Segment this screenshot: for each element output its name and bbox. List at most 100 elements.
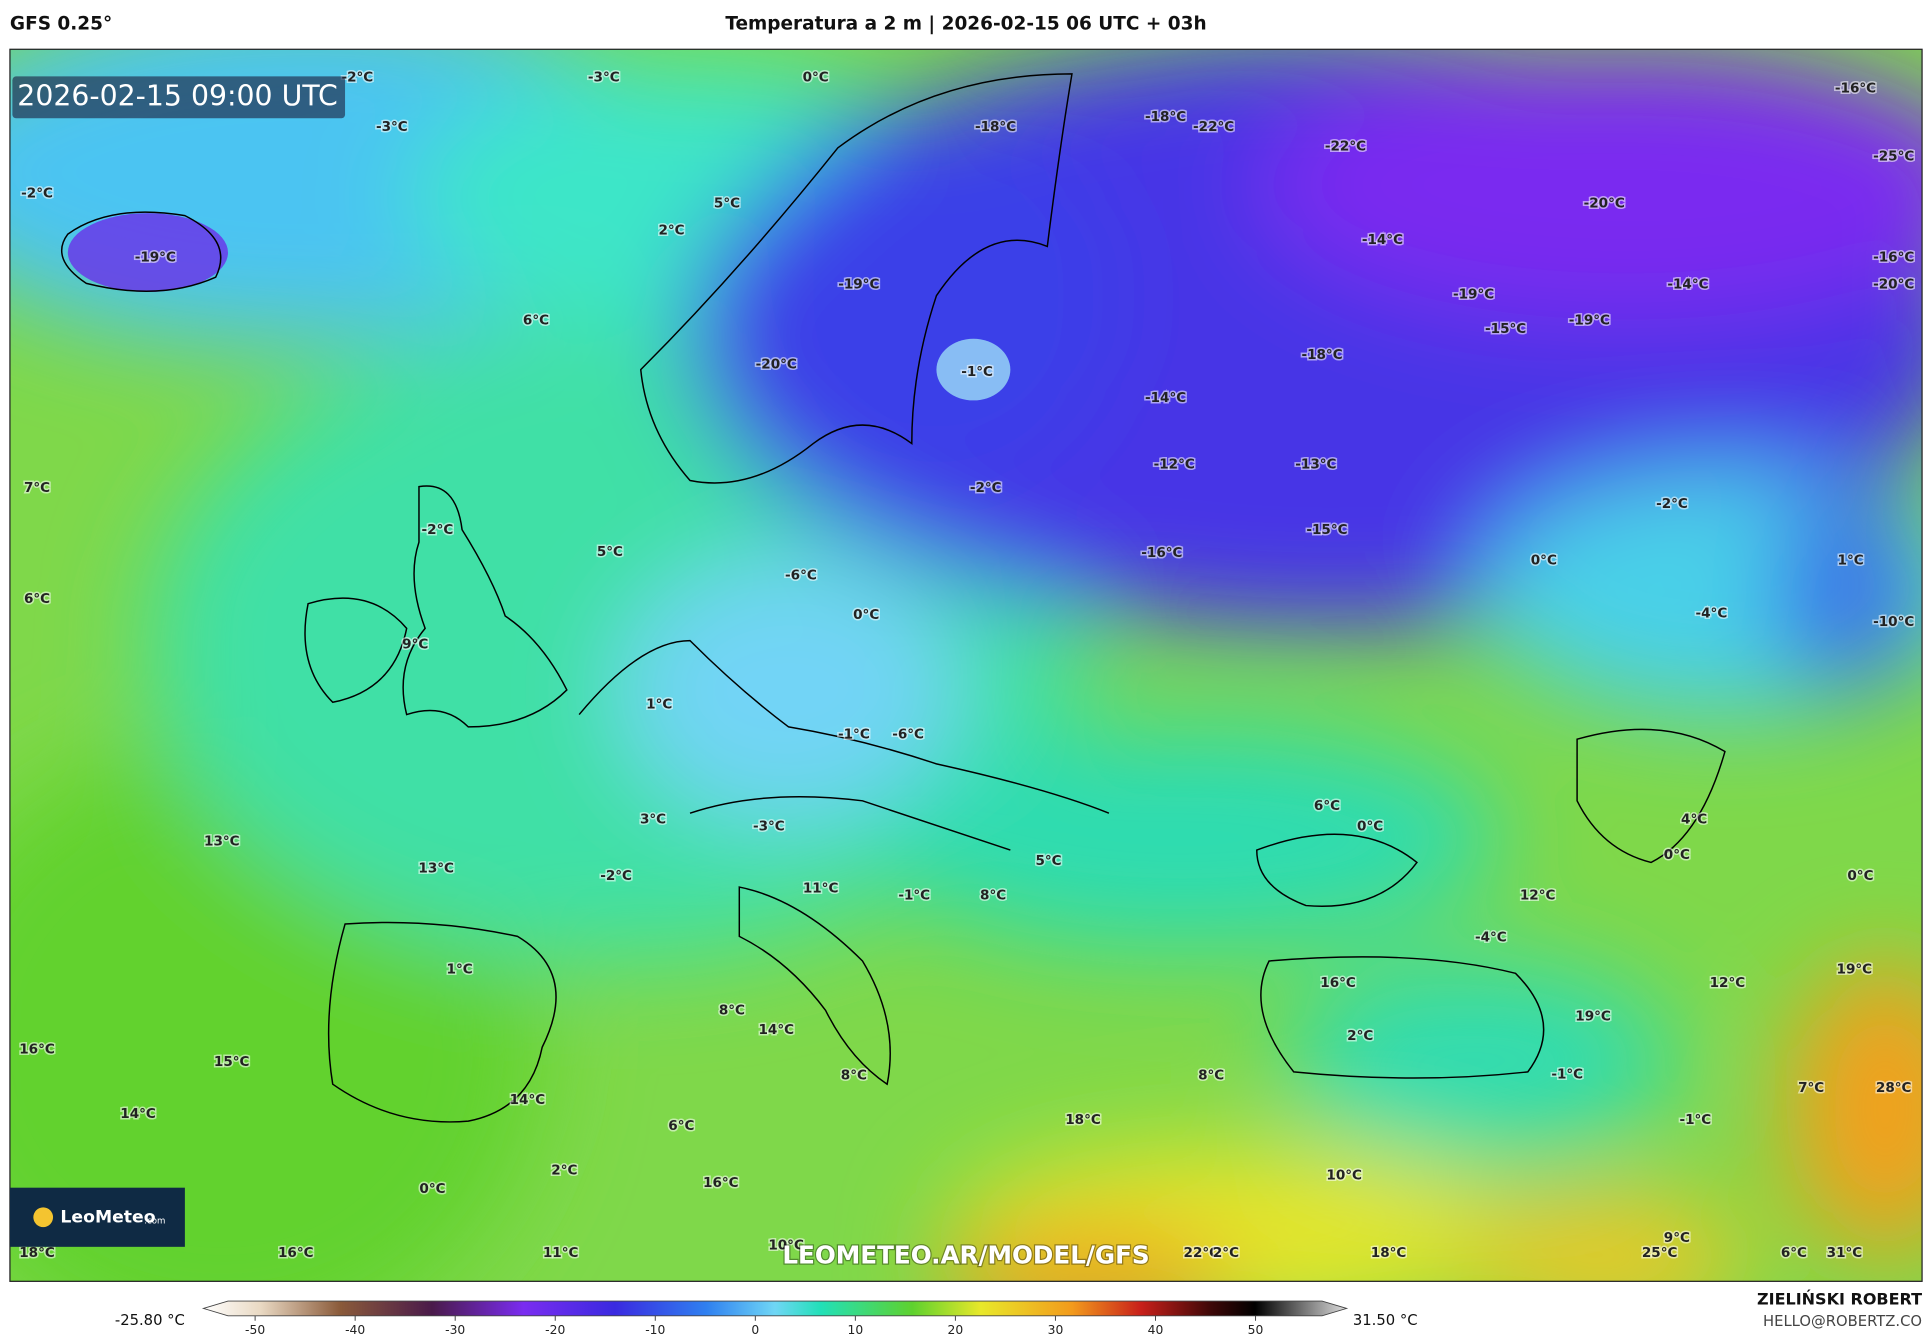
colorbar: -25.80 °C 31.50 °C -50 -40 -30 -20 -10 0 10 20 3… xyxy=(115,1300,1418,1337)
temperature-label: 14°C xyxy=(120,1106,156,1122)
temperature-label: -22°C xyxy=(1325,139,1366,155)
temperature-label: -18°C xyxy=(975,119,1016,135)
temperature-label: -18°C xyxy=(1145,109,1186,125)
temperature-label: 15°C xyxy=(214,1054,250,1070)
temperature-label: 9°C xyxy=(402,636,428,652)
temperature-label: -2°C xyxy=(341,70,373,86)
temperature-label: 18°C xyxy=(1371,1245,1407,1261)
watermark: LEOMETEO.AR/MODEL/GFS xyxy=(782,1241,1149,1270)
temperature-label: 4°C xyxy=(1681,811,1707,827)
temperature-label: -6°C xyxy=(892,726,924,742)
temperature-label: 10°C xyxy=(768,1238,804,1254)
temperature-label: 5°C xyxy=(1035,853,1061,869)
logo-suffix: .com xyxy=(144,1216,165,1226)
temperature-label: -19°C xyxy=(1569,312,1610,328)
temperature-label: 0°C xyxy=(1847,868,1873,884)
temperature-label: -16°C xyxy=(1141,545,1182,561)
temperature-label: 0°C xyxy=(1531,553,1557,569)
temperature-label: -14°C xyxy=(1667,277,1708,293)
temperature-label: 2°C xyxy=(1347,1028,1373,1044)
timestamp: 2026-02-15 09:00 UTC xyxy=(17,79,337,112)
map-title: Temperatura a 2 m | 2026-02-15 06 UTC + … xyxy=(725,14,1206,35)
temperature-label: -2°C xyxy=(970,480,1002,496)
email: HELLO@ROBERTZ.CO xyxy=(1763,1313,1922,1330)
temperature-label: 28°C xyxy=(1876,1080,1912,1096)
temperature-label: -15°C xyxy=(1306,522,1347,538)
temperature-label: 11°C xyxy=(803,880,839,896)
temperature-label: 0°C xyxy=(1357,819,1383,835)
temperature-label: -16°C xyxy=(1835,81,1876,97)
temperature-label: 1°C xyxy=(447,962,473,978)
temperature-label: 2°C xyxy=(658,222,684,238)
temperature-label: -3°C xyxy=(753,819,785,835)
colorbar-tick-label: 40 xyxy=(1148,1323,1164,1337)
temperature-label: -14°C xyxy=(1145,390,1186,406)
temperature-label: -13°C xyxy=(1295,456,1336,472)
temperature-label: 5°C xyxy=(597,544,623,560)
temperature-label: -20°C xyxy=(756,357,797,373)
temperature-label: -16°C xyxy=(1873,249,1914,265)
temperature-label: 3°C xyxy=(640,811,666,827)
temperature-label: 14°C xyxy=(758,1022,794,1038)
temperature-label: 1°C xyxy=(646,697,672,713)
temperature-label: 9°C xyxy=(1664,1230,1690,1246)
temperature-label: 12°C xyxy=(1710,975,1746,991)
temperature-label: 8°C xyxy=(841,1068,867,1084)
temperature-label: 7°C xyxy=(1798,1080,1824,1096)
colorbar-tick-label: -10 xyxy=(645,1323,665,1337)
temperature-label: 13°C xyxy=(204,833,240,849)
logo-sun xyxy=(33,1207,54,1228)
temperature-label: 6°C xyxy=(1781,1245,1807,1261)
temperature-label: -3°C xyxy=(376,119,408,135)
colorbar-tick-label: -30 xyxy=(445,1323,465,1337)
temperature-label: 19°C xyxy=(1575,1008,1611,1024)
temperature-label: -2°C xyxy=(600,868,632,884)
temperature-label: -14°C xyxy=(1362,232,1403,248)
colorbar-bar xyxy=(201,1300,1349,1317)
temperature-label: 14°C xyxy=(510,1092,546,1108)
temperature-label: -19°C xyxy=(838,277,879,293)
temperature-label: -20°C xyxy=(1584,195,1625,211)
temperature-label: -18°C xyxy=(1301,347,1342,363)
temperature-label: -2°C xyxy=(21,185,53,201)
colorbar-tick-label: 10 xyxy=(848,1323,864,1337)
temperature-label: 6°C xyxy=(523,312,549,328)
temperature-label: 6°C xyxy=(24,591,50,607)
temperature-label: -12°C xyxy=(1154,456,1195,472)
temperature-label: -20°C xyxy=(1873,277,1914,293)
temperature-label: -1°C xyxy=(898,888,930,904)
temperature-label: 16°C xyxy=(703,1175,739,1191)
temperature-label: 0°C xyxy=(803,70,829,86)
temperature-label: -1°C xyxy=(838,726,870,742)
temperature-label: 1°C xyxy=(1838,553,1864,569)
temperature-label: -25°C xyxy=(1873,148,1914,164)
temperature-label: 16°C xyxy=(278,1245,314,1261)
colorbar-tick-label: -40 xyxy=(345,1323,365,1337)
temperature-label: 6°C xyxy=(668,1118,694,1134)
temperature-label: -1°C xyxy=(1679,1112,1711,1128)
author: ZIELIŃSKI ROBERT xyxy=(1757,1289,1922,1308)
temperature-label: -1°C xyxy=(961,364,993,380)
colorbar-tick-label: -50 xyxy=(245,1323,265,1337)
temperature-label: -4°C xyxy=(1475,930,1507,946)
temperature-label: -10°C xyxy=(1873,614,1914,630)
temperature-label: 0°C xyxy=(853,607,879,623)
temperature-label: 6°C xyxy=(1314,798,1340,814)
temperature-label: -19°C xyxy=(135,249,176,265)
temperature-label: 10°C xyxy=(1326,1167,1362,1183)
temperature-label: 16°C xyxy=(19,1042,55,1058)
temperature-label: 19°C xyxy=(1837,962,1873,978)
temperature-label: -15°C xyxy=(1485,321,1526,337)
colorbar-max: 31.50 °C xyxy=(1353,1312,1418,1329)
temperature-label: 0°C xyxy=(1664,847,1690,863)
temperature-label: -6°C xyxy=(785,567,817,583)
temperature-label: 25°C xyxy=(1642,1245,1678,1261)
temperature-label: 13°C xyxy=(418,861,454,877)
temperature-label: 2°C xyxy=(1213,1245,1239,1261)
temperature-label: 22°C xyxy=(1184,1245,1220,1261)
temperature-label: 31°C xyxy=(1827,1245,1863,1261)
temperature-label: 18°C xyxy=(19,1245,55,1261)
temperature-label: 11°C xyxy=(543,1245,579,1261)
